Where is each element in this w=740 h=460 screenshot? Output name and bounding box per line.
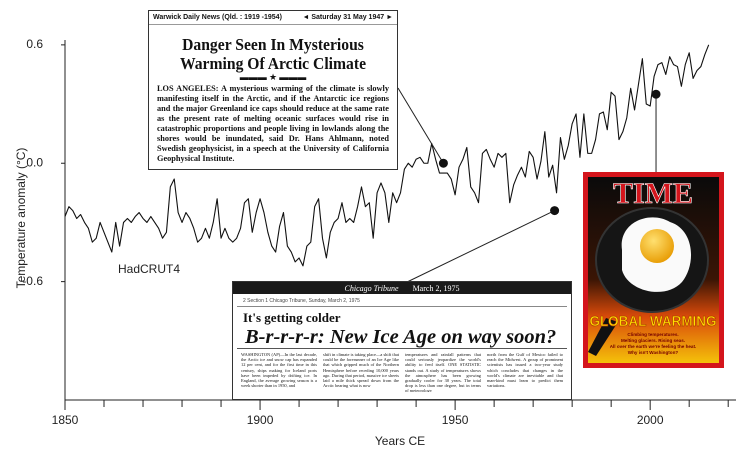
tribune-clipping: Chicago Tribune March 2, 1975 2 Section 1… bbox=[232, 281, 572, 400]
headline-line: Warming Of Arctic Climate bbox=[179, 54, 367, 73]
y-tick-label: 0.6 bbox=[26, 37, 43, 51]
clipping-date: March 2, 1975 bbox=[412, 283, 460, 293]
warwick-clipping: Warwick Daily News (Qld. : 1919 -1954) ◄ … bbox=[148, 10, 398, 170]
headline-line: Danger Seen In Mysterious bbox=[182, 35, 364, 54]
time-cover: TIME GLOBAL WARMING Climbing temperature… bbox=[583, 172, 724, 368]
y-axis-label: Temperature anomaly (°C) bbox=[14, 148, 28, 289]
annotation-point bbox=[438, 158, 448, 168]
temperature-line bbox=[64, 44, 710, 267]
column-text: north from the Gulf of Mexico failed to … bbox=[487, 352, 563, 389]
annotation-connector bbox=[397, 87, 444, 164]
body-text: A mysterious warming of the climate is s… bbox=[157, 84, 389, 163]
pan-handle bbox=[588, 318, 618, 356]
x-tick-label: 1900 bbox=[247, 413, 274, 427]
series-label: HadCRUT4 bbox=[118, 262, 180, 276]
cover-logo: TIME bbox=[613, 177, 693, 210]
annotation-point bbox=[651, 89, 661, 99]
column-text: WASHINGTON (AP)—In the last decade, the … bbox=[241, 352, 317, 389]
cover-deck: Climbing temperatures. bbox=[627, 332, 678, 337]
clipping-body: LOS ANGELES: A mysterious warming of the… bbox=[149, 84, 397, 164]
x-tick-label: 2000 bbox=[637, 413, 664, 427]
cover-deck: Why isn't Washington? bbox=[628, 350, 679, 355]
dateline: LOS ANGELES: bbox=[157, 84, 219, 93]
x-tick-label: 1850 bbox=[52, 413, 79, 427]
cover-deck: Melting glaciers. Rising seas. bbox=[621, 338, 685, 343]
x-tick-label: 1950 bbox=[442, 413, 469, 427]
clipping-kicker: It's getting colder bbox=[243, 310, 341, 325]
y-tick-label: -0.6 bbox=[22, 274, 43, 288]
y-tick-label: 0.0 bbox=[26, 155, 43, 169]
clipping-date: Saturday 31 May 1947 bbox=[311, 14, 385, 21]
clipping-columns: WASHINGTON (AP)—In the last decade, the … bbox=[233, 349, 571, 395]
x-axis-label: Years CE bbox=[375, 434, 425, 448]
cover-headline: GLOBAL WARMING bbox=[589, 313, 716, 330]
clipping-headline: Danger Seen In Mysterious Warming Of Arct… bbox=[159, 35, 387, 73]
annotation-point bbox=[550, 206, 560, 216]
egg-yolk bbox=[640, 229, 674, 263]
column-text: shift in climate is taking place—a shift… bbox=[323, 352, 399, 389]
annotation-connector bbox=[404, 210, 555, 284]
clipping-folio: 2 Section 1 Chicago Tribune, Sunday, Mar… bbox=[237, 294, 567, 307]
cover-deck: All over the earth we're feeling the hea… bbox=[610, 344, 697, 349]
clipping-headline: B-r-r-r-r: New Ice Age on way soon? bbox=[237, 326, 567, 349]
column-text: temperatures and rainfall patterns that … bbox=[405, 352, 481, 392]
clipping-masthead: Chicago Tribune bbox=[344, 283, 399, 293]
clipping-masthead: Warwick Daily News (Qld. : 1919 -1954) bbox=[153, 14, 282, 21]
